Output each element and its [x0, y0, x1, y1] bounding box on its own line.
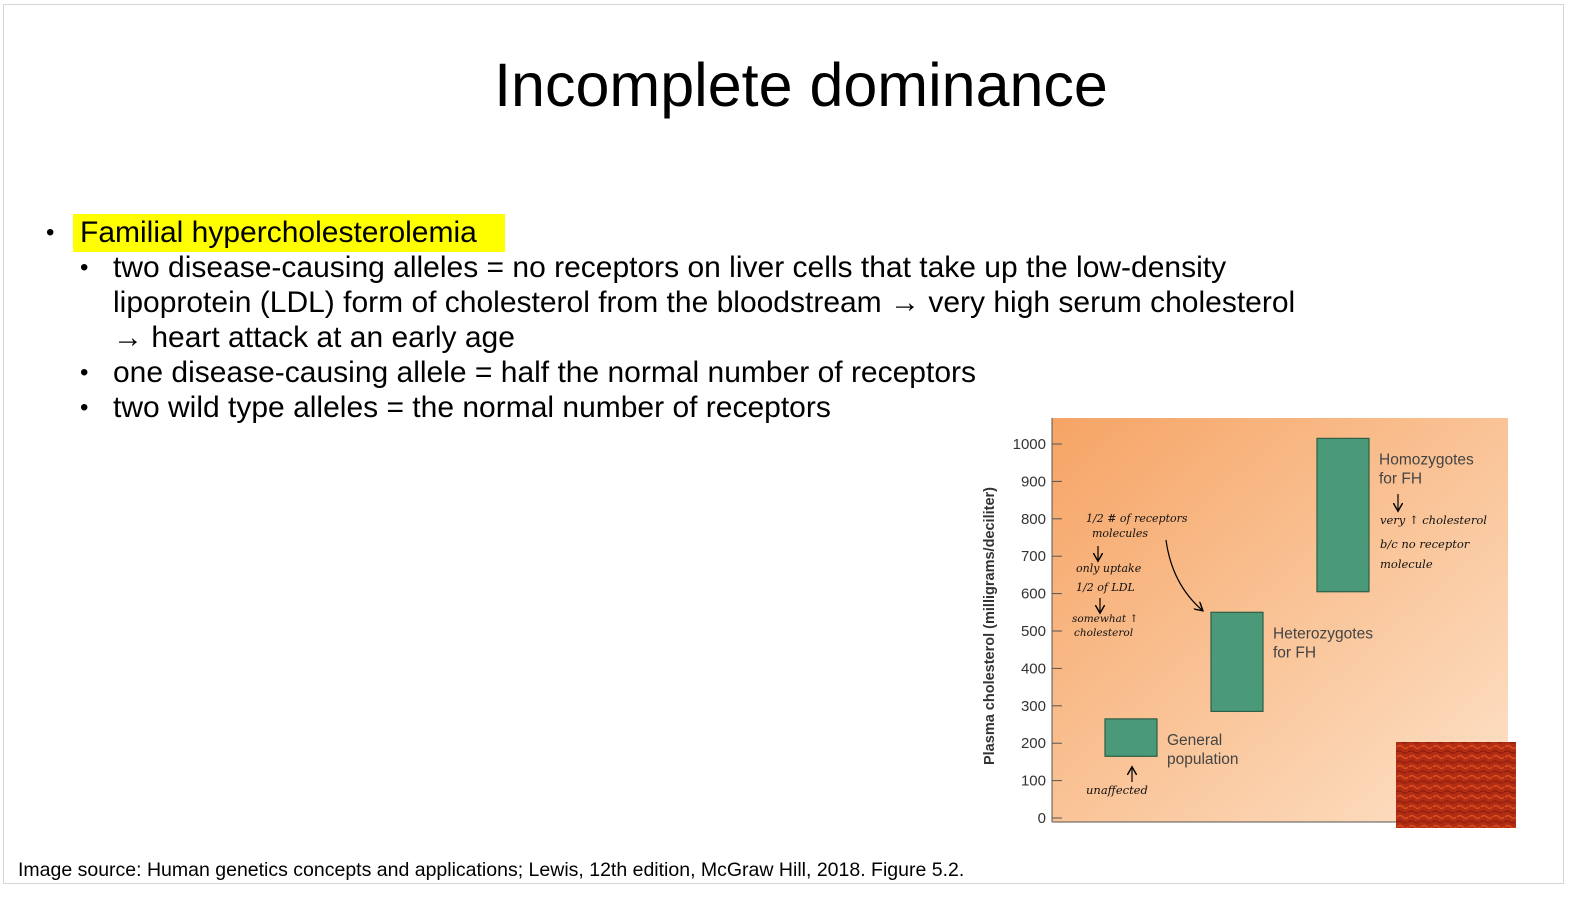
bar-label-1-line-1: Heterozygotes: [1273, 625, 1373, 642]
bar-label-2-line-1: Homozygotes: [1379, 451, 1474, 468]
note-homo-3: molecule: [1380, 557, 1433, 571]
bar-label-1-line-2: for FH: [1273, 644, 1316, 661]
y-axis-label: Plasma cholesterol (milligrams/deciliter…: [982, 487, 998, 765]
bars-group: General population Heterozygotes for FH Homo…: [1104, 437, 1474, 768]
sub-bullet-1-line-3: → heart attack at an early age: [113, 321, 515, 354]
sub-bullet-1-line-2: lipoprotein (LDL) form of cholesterol fr…: [113, 286, 1296, 319]
note-left-1: 1/2 # of receptors: [1086, 512, 1188, 525]
note-left-2: molecules: [1092, 527, 1148, 540]
bullet-dot: •: [80, 394, 89, 421]
slide-title: Incomplete dominance: [494, 51, 1108, 119]
bullet-dot: •: [46, 219, 55, 246]
tissue-photo-inset: [1396, 742, 1516, 828]
y-ticks: 0 100 200 300 400 500 600 700 800 900 1000: [1013, 436, 1062, 827]
handwritten-notes: 1/2 # of receptors molecules only uptake…: [1072, 512, 1487, 797]
y-tick-label: 200: [1021, 735, 1046, 752]
y-tick-label: 400: [1021, 660, 1046, 677]
note-left-5: somewhat ↑: [1072, 613, 1138, 625]
bar-label-0-line-1: General: [1167, 732, 1222, 749]
y-tick-label: 300: [1021, 698, 1046, 715]
note-left-6: cholesterol: [1074, 627, 1133, 639]
sub-bullet-3: two wild type alleles = the normal numbe…: [113, 391, 831, 424]
note-unaffected: unaffected: [1086, 783, 1148, 797]
bullet-dot: •: [80, 359, 89, 386]
annotation-arrows: [1098, 494, 1398, 782]
arrow-to-heterozygotes: [1165, 539, 1202, 610]
y-tick-label: 900: [1021, 473, 1046, 490]
image-source-caption: Image source: Human genetics concepts an…: [18, 859, 965, 881]
y-tick-label: 0: [1038, 810, 1046, 827]
y-tick-label: 700: [1021, 548, 1046, 565]
bar-1: [1210, 611, 1264, 713]
y-tick-label: 100: [1021, 773, 1046, 790]
cholesterol-chart: 0 100 200 300 400 500 600 700 800 900 1000 General…: [976, 414, 1521, 834]
y-tick-label: 1000: [1013, 436, 1046, 453]
sub-bullet-2: one disease-causing allele = half the no…: [113, 356, 976, 389]
note-left-4: 1/2 of LDL: [1076, 581, 1135, 594]
bar-0: [1104, 718, 1158, 757]
y-tick-label: 500: [1021, 623, 1046, 640]
y-tick-label: 600: [1021, 586, 1046, 603]
note-homo-1: very ↑ cholesterol: [1380, 513, 1487, 527]
bar-label-2-line-2: for FH: [1379, 470, 1422, 487]
bar-label-0-line-2: population: [1167, 751, 1239, 768]
y-tick-label: 800: [1021, 511, 1046, 528]
highlighted-bullet: Familial hypercholesterolemia: [73, 214, 505, 252]
note-left-3: only uptake: [1076, 562, 1142, 575]
bar-2: [1316, 437, 1370, 593]
note-homo-2: b/c no receptor: [1380, 537, 1471, 551]
sub-bullet-1-line-1: two disease-causing alleles = no recepto…: [113, 251, 1227, 284]
bullet-dot: •: [80, 254, 89, 281]
